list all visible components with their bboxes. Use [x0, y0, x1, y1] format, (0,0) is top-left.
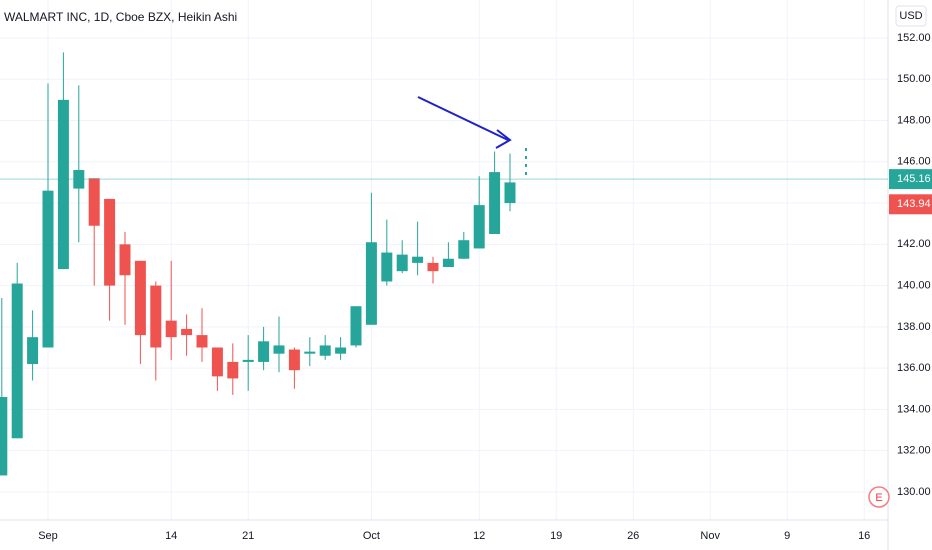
- candle-body: [396, 254, 408, 272]
- y-tick-label: 150.00: [897, 73, 931, 85]
- candle-body: [504, 182, 516, 204]
- candle-body: [88, 178, 100, 226]
- earnings-label: E: [875, 492, 882, 504]
- x-tick-label: 9: [784, 530, 790, 542]
- x-tick-label: 12: [473, 530, 485, 542]
- y-tick-label: 148.00: [897, 114, 931, 126]
- candles: [0, 52, 516, 476]
- candle-body: [258, 341, 270, 362]
- candle-body: [442, 258, 454, 268]
- x-tick-label: 16: [858, 530, 870, 542]
- candle-body: [427, 262, 439, 272]
- candle-body: [181, 328, 193, 336]
- candle-body: [42, 190, 54, 348]
- y-tick-label: 136.00: [897, 362, 931, 374]
- candle-body: [0, 397, 8, 476]
- candle-body: [227, 361, 239, 379]
- last-price-box: [889, 169, 932, 190]
- x-tick-label: 26: [627, 530, 639, 542]
- candle-body: [365, 242, 377, 325]
- y-tick-label: 152.00: [897, 32, 931, 44]
- candle-body: [165, 320, 177, 338]
- y-tick-label: 132.00: [897, 445, 931, 457]
- candle-body: [196, 335, 208, 348]
- prev-close-label: 143.94: [897, 198, 931, 210]
- candle-body: [412, 256, 424, 263]
- earnings-icon[interactable]: [868, 486, 890, 508]
- candle-body: [273, 345, 285, 354]
- arrow-annotation: [417, 96, 509, 141]
- x-tick-label: Oct: [363, 530, 380, 542]
- candle-body: [319, 345, 331, 356]
- candle-body: [150, 285, 162, 348]
- x-tick-label: 14: [165, 530, 177, 542]
- candle-body: [242, 359, 254, 362]
- x-tick-label: Nov: [700, 530, 720, 542]
- candle-body: [57, 99, 69, 270]
- last-price-label: 145.16: [897, 173, 931, 185]
- arrow-head: [495, 129, 512, 149]
- candle-body: [335, 347, 347, 354]
- candle-body: [27, 337, 39, 364]
- y-tick-label: 134.00: [897, 403, 931, 415]
- candle-body: [381, 252, 393, 282]
- y-tick-label: 138.00: [897, 321, 931, 333]
- x-tick-label: 19: [550, 530, 562, 542]
- x-tick-label: Sep: [38, 530, 58, 542]
- candle-body: [304, 351, 316, 354]
- y-tick-label: 146.00: [897, 156, 931, 168]
- candle-body: [473, 205, 485, 249]
- currency: USD: [899, 10, 922, 22]
- candle-body: [119, 244, 131, 276]
- prev-close-box: [889, 194, 932, 215]
- y-tick-label: 130.00: [897, 486, 931, 498]
- currency-box[interactable]: [895, 5, 927, 27]
- candle-body: [104, 198, 116, 286]
- candle-body: [489, 172, 501, 234]
- y-tick-label: 140.00: [897, 279, 931, 291]
- grid: [0, 0, 888, 520]
- candle-body: [350, 306, 362, 346]
- y-tick-label: 142.00: [897, 238, 931, 250]
- candle-body: [211, 347, 223, 377]
- candle-body: [134, 260, 146, 336]
- chart-title: WALMART INC, 1D, Cboe BZX, Heikin Ashi: [4, 10, 237, 24]
- candle-body: [73, 170, 85, 189]
- candle-body: [11, 283, 23, 439]
- candle-body: [458, 240, 470, 259]
- candle-body: [288, 349, 300, 371]
- x-tick-label: 21: [242, 530, 254, 542]
